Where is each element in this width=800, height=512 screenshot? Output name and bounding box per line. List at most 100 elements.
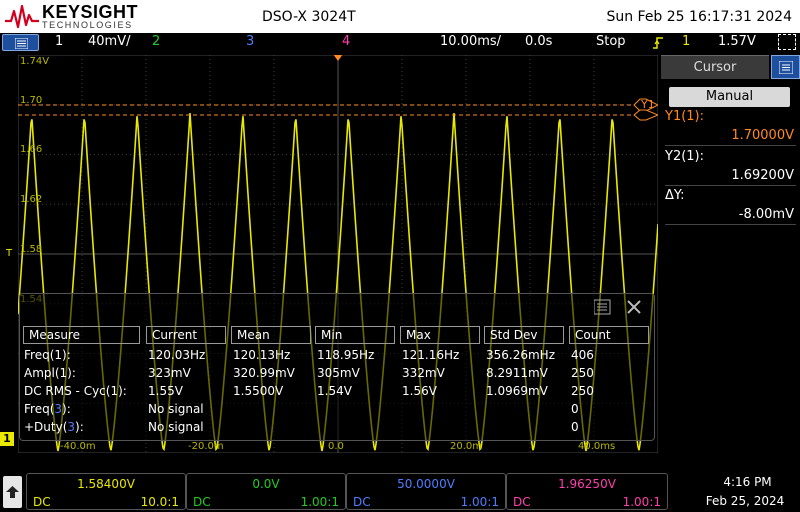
keysight-logo-icon bbox=[5, 4, 39, 29]
ch1-ground-marker[interactable]: 1 bbox=[0, 432, 14, 446]
table-cell: 0 bbox=[571, 402, 579, 416]
table-cell: 356.26mHz bbox=[486, 348, 555, 362]
table-cell: 250 bbox=[571, 366, 594, 380]
col-header-mean: Mean bbox=[231, 326, 311, 344]
ch3-number[interactable]: 3 bbox=[246, 34, 255, 49]
y-axis-label: 1.62 bbox=[20, 194, 42, 205]
ch1-box[interactable]: 1.58400V DC 10.0:1 bbox=[26, 473, 186, 510]
ch2-number[interactable]: 2 bbox=[152, 34, 161, 49]
measure-panel-controls bbox=[594, 299, 641, 315]
ch1-marker-label: 1 bbox=[3, 432, 11, 445]
divider bbox=[665, 145, 796, 146]
delta-y-label: ΔY: bbox=[665, 188, 685, 203]
col-header-max: Max bbox=[400, 326, 480, 344]
menu-icon bbox=[15, 38, 28, 49]
col-header-current: Current bbox=[146, 326, 226, 344]
ch1-scale[interactable]: 40mV/ bbox=[88, 34, 131, 49]
x-axis-label: -40.0m bbox=[60, 441, 96, 452]
table-cell: 323mV bbox=[148, 366, 191, 380]
x-axis-label: 40.0ms bbox=[578, 441, 615, 452]
table-cell: No signal bbox=[148, 420, 204, 434]
ch1-offset: 1.58400V bbox=[77, 477, 135, 491]
table-cell: 1.54V bbox=[317, 384, 352, 398]
ch2-coupling: DC bbox=[193, 495, 211, 509]
table-row-label: Ampl(1): bbox=[24, 366, 76, 380]
run-state[interactable]: Stop bbox=[596, 34, 626, 49]
table-cell: 118.95Hz bbox=[317, 348, 375, 362]
table-cell: No signal bbox=[148, 402, 204, 416]
x-axis-label: -20.0m bbox=[188, 441, 224, 452]
x-axis-label: 0.0 bbox=[328, 441, 344, 452]
table-cell: 120.03Hz bbox=[148, 348, 206, 362]
table-cell: 1.56V bbox=[402, 384, 437, 398]
delay[interactable]: 0.0s bbox=[525, 34, 553, 49]
clock-time: 4:16 PM bbox=[723, 475, 772, 489]
brand-name: KEYSIGHT bbox=[42, 2, 139, 22]
table-cell: 332mV bbox=[402, 366, 445, 380]
table-cell: 305mV bbox=[317, 366, 360, 380]
brand-subtitle: TECHNOLOGIES bbox=[42, 20, 133, 30]
y-axis-label: 1.58 bbox=[20, 244, 42, 255]
y2-label[interactable]: Y2(1): bbox=[665, 149, 705, 164]
y-axis-label: 1.66 bbox=[20, 144, 42, 155]
y2-value[interactable]: 1.69200V bbox=[731, 168, 794, 183]
softkey-up-button[interactable] bbox=[3, 476, 22, 508]
main-menu-button[interactable] bbox=[2, 34, 39, 51]
ch4-coupling: DC bbox=[513, 495, 531, 509]
ch4-box[interactable]: 1.96250V DC 1.00:1 bbox=[506, 473, 668, 510]
cursor-tab[interactable]: Cursor bbox=[661, 55, 769, 79]
cursor-mode-button[interactable]: Manual bbox=[669, 87, 790, 107]
title-bar: KEYSIGHT TECHNOLOGIES DSO-X 3024T Sun Fe… bbox=[0, 0, 800, 33]
channel-bar: 1.58400V DC 10.0:1 0.0V DC 1.00:1 50.000… bbox=[0, 472, 800, 512]
timebase[interactable]: 10.00ms/ bbox=[440, 34, 502, 49]
cursor-list-button[interactable] bbox=[771, 55, 800, 79]
ch1-probe: 10.0:1 bbox=[140, 495, 179, 509]
col-header-min: Min bbox=[315, 326, 395, 344]
trigger-position-icon[interactable] bbox=[333, 55, 343, 61]
table-row-label: Freq(3): bbox=[24, 402, 71, 416]
measure-close-icon[interactable] bbox=[627, 300, 641, 314]
ch2-probe: 1.00:1 bbox=[300, 495, 339, 509]
model-name: DSO-X 3024T bbox=[262, 9, 356, 25]
measure-list-icon[interactable] bbox=[594, 299, 611, 315]
ch4-offset: 1.96250V bbox=[558, 477, 616, 491]
table-cell: 1.0969mV bbox=[486, 384, 548, 398]
cursor-y1-tag: Y1 bbox=[640, 98, 655, 111]
table-row-label: DC RMS - Cyc(1): bbox=[24, 384, 127, 398]
y-axis-label: 1.70 bbox=[20, 95, 42, 106]
ch2-box[interactable]: 0.0V DC 1.00:1 bbox=[186, 473, 346, 510]
table-cell: 121.16Hz bbox=[402, 348, 460, 362]
trigger-level[interactable]: 1.57V bbox=[718, 34, 756, 49]
list-icon bbox=[779, 61, 793, 74]
ch2-offset: 0.0V bbox=[252, 477, 280, 491]
table-row-label: Freq(1): bbox=[24, 348, 71, 362]
zoom-corner-button[interactable] bbox=[778, 34, 796, 50]
y1-label[interactable]: Y1(1): bbox=[665, 109, 705, 124]
ch3-box[interactable]: 50.0000V DC 1.00:1 bbox=[346, 473, 506, 510]
col-header-measure: Measure bbox=[23, 326, 140, 344]
trigger-level-marker[interactable]: T bbox=[6, 248, 12, 259]
status-bar: 1 40mV/ 2 3 4 10.00ms/ 0.0s Stop 1 1.57V bbox=[0, 33, 800, 53]
ch1-number[interactable]: 1 bbox=[55, 34, 64, 49]
measurement-panel: Measure Current Mean Min Max Std Dev Cou… bbox=[19, 293, 655, 441]
trigger-source[interactable]: 1 bbox=[682, 34, 691, 49]
clock-date: Feb 25, 2024 bbox=[705, 494, 785, 508]
col-header-stddev: Std Dev bbox=[484, 326, 564, 344]
ch4-number[interactable]: 4 bbox=[342, 34, 351, 49]
trigger-edge-icon bbox=[653, 37, 663, 49]
table-cell: 1.55V bbox=[148, 384, 183, 398]
ch3-probe: 1.00:1 bbox=[460, 495, 499, 509]
trigger-marker-label: T bbox=[6, 248, 13, 259]
table-cell: 120.13Hz bbox=[233, 348, 291, 362]
table-cell: 1.5500V bbox=[233, 384, 284, 398]
y1-value[interactable]: 1.70000V bbox=[731, 128, 794, 143]
arrow-up-icon bbox=[6, 486, 19, 498]
table-cell: 250 bbox=[571, 384, 594, 398]
cursor-y2-tag-icon[interactable] bbox=[633, 109, 658, 121]
table-cell: 320.99mV bbox=[233, 366, 295, 380]
table-cell: 406 bbox=[571, 348, 594, 362]
divider bbox=[665, 185, 796, 186]
table-row-label: +Duty(3): bbox=[24, 420, 84, 434]
table-cell: 0 bbox=[571, 420, 579, 434]
date-time: Sun Feb 25 16:17:31 2024 bbox=[606, 9, 792, 25]
